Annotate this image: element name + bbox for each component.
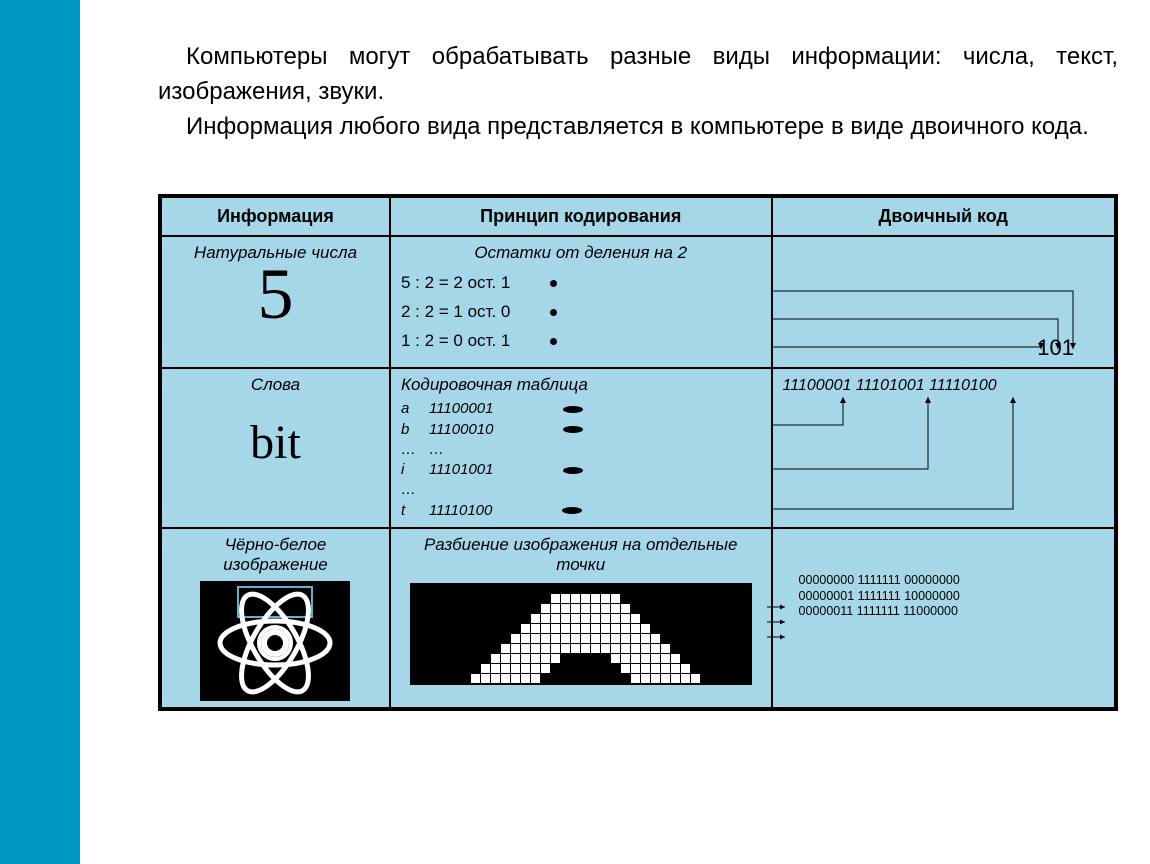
division-line: 1 : 2 = 0 ост. 1 (401, 327, 761, 356)
code-row: i11101001 (401, 460, 761, 480)
row3-subhead: Разбиение изображения на отдельные точки (401, 535, 761, 575)
pixel-grid (410, 583, 752, 685)
table-row: Слова bit Кодировочная таблица а11100001… (161, 368, 1115, 528)
row2-label: Слова (172, 375, 379, 395)
header-info: Информация (161, 197, 390, 236)
bin-line: 00000011 1111111 11000000 (799, 604, 1104, 620)
atom-icon (200, 581, 350, 701)
bin-line: 00000001 1111111 10000000 (799, 589, 1104, 605)
code-row: а11100001 (401, 399, 761, 419)
header-principle: Принцип кодирования (390, 197, 772, 236)
table-row: Чёрно-белое изображение (161, 528, 1115, 708)
row3-label: Чёрно-белое изображение (172, 535, 379, 575)
row2-codes: а11100001b11100010……i11101001…t11110100 (401, 399, 761, 521)
encoding-table: Информация Принцип кодирования Двоичный … (158, 194, 1118, 711)
table-header-row: Информация Принцип кодирования Двоичный … (161, 197, 1115, 236)
row1-lines: 5 : 2 = 2 ост. 1 2 : 2 = 1 ост. 0 1 : 2 … (401, 269, 761, 356)
sidebar-accent (0, 0, 80, 864)
slide-content: Компьютеры могут обрабатывать разные вид… (158, 40, 1118, 711)
division-line: 5 : 2 = 2 ост. 1 (401, 269, 761, 298)
row2-result: 11100001 11101001 11110100 (783, 377, 1104, 395)
division-line: 2 : 2 = 1 ост. 0 (401, 298, 761, 327)
row1-arrows (773, 237, 1113, 387)
row2-example: bit (172, 415, 379, 470)
code-row: b11100010 (401, 420, 761, 440)
code-row: t11110100 (401, 501, 761, 521)
row1-subhead: Остатки от деления на 2 (401, 243, 761, 263)
bin-line: 00000000 1111111 00000000 (799, 573, 1104, 589)
table-row: Натуральные числа 5 Остатки от деления н… (161, 236, 1115, 368)
header-binary: Двоичный код (772, 197, 1115, 236)
intro-text: Компьютеры могут обрабатывать разные вид… (158, 40, 1118, 144)
row3-bins: 00000000 1111111 00000000 00000001 11111… (783, 573, 1104, 620)
row2-subhead: Кодировочная таблица (401, 375, 761, 395)
row1-example: 5 (172, 253, 379, 336)
code-row: … (401, 480, 761, 500)
intro-p1: Компьютеры могут обрабатывать разные вид… (158, 40, 1118, 110)
row1-result: 101 (783, 335, 1104, 361)
code-row: …… (401, 440, 761, 460)
intro-p2: Информация любого вида представляется в … (158, 110, 1118, 145)
